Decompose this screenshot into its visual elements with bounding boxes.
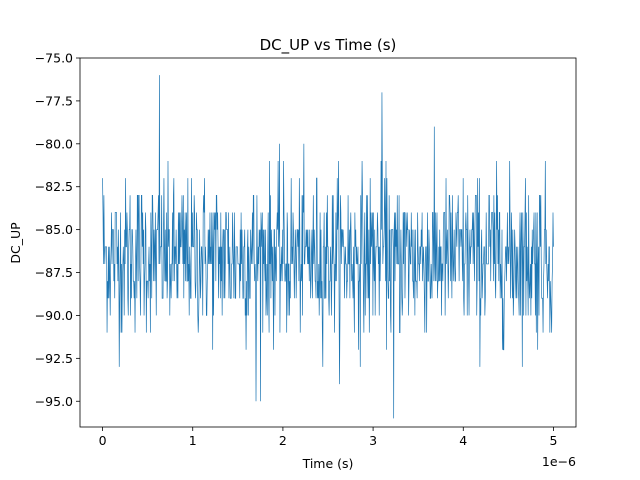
x-tick-label: 3 <box>369 433 377 448</box>
y-tick-label: −75.0 <box>35 51 73 66</box>
x-tick-label: 5 <box>549 433 557 448</box>
x-tick-label: 2 <box>279 433 287 448</box>
chart-title: DC_UP vs Time (s) <box>260 36 397 55</box>
y-tick-label: −80.0 <box>35 136 73 151</box>
x-tick-label: 1 <box>189 433 197 448</box>
x-axis-label: Time (s) <box>302 456 354 471</box>
x-tick-label: 4 <box>459 433 467 448</box>
series-line <box>102 75 554 419</box>
y-tick-label: −92.5 <box>35 351 73 366</box>
series-layer <box>102 75 554 419</box>
y-tick-label: −77.5 <box>35 93 73 108</box>
y-tick-label: −87.5 <box>35 265 73 280</box>
y-tick-label: −90.0 <box>35 308 73 323</box>
y-tick-label: −95.0 <box>35 394 73 409</box>
y-tick-label: −85.0 <box>35 222 73 237</box>
plot-frame <box>79 57 577 428</box>
x-offset-label: 1e−6 <box>542 454 576 469</box>
y-axis: −95.0 −92.5 −90.0 −87.5 −85.0 −82.5 −80.0 −77.5… <box>35 51 80 409</box>
x-axis: 0 1 2 3 4 5 <box>99 427 557 448</box>
x-tick-label: 0 <box>99 433 107 448</box>
y-tick-label: −82.5 <box>35 179 73 194</box>
y-axis-label: DC_UP <box>8 222 23 264</box>
